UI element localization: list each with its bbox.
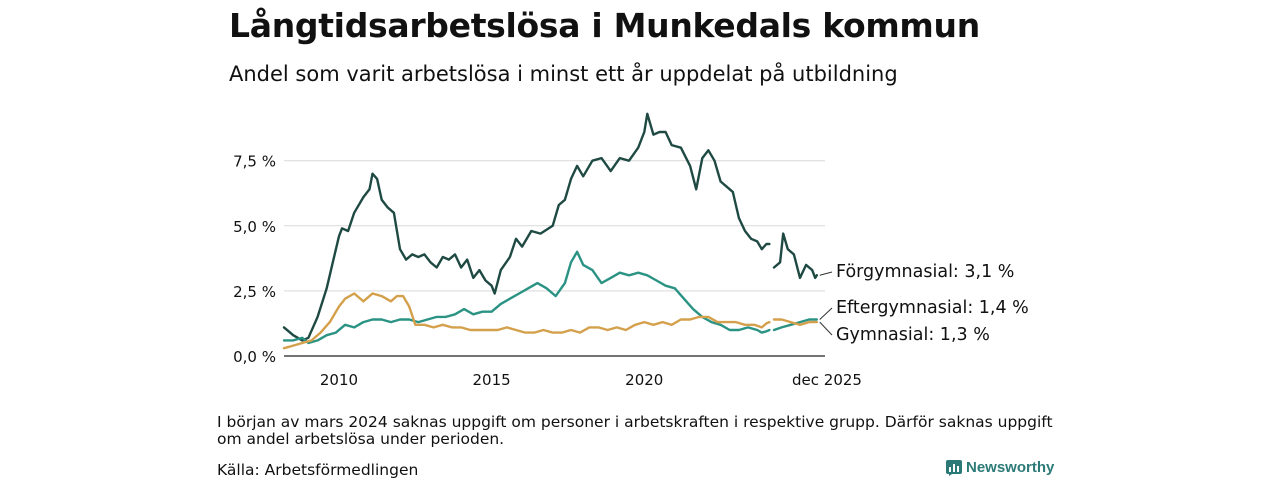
y-tick-label: 0,0 % <box>233 348 276 366</box>
series-line-förgymnasial <box>772 232 818 280</box>
series-label-gymnasial: Gymnasial: 1,3 % <box>836 325 990 345</box>
y-tick-label: 5,0 % <box>233 218 276 236</box>
line-chart: 0,0 % 2,5 % 5,0 % 7,5 % 2010 2015 2020 dec 202… <box>233 112 1029 389</box>
series-lines <box>282 112 818 350</box>
x-axis-ticks: 2010 2015 2020 dec 2025 <box>320 371 862 389</box>
series-line-gymnasial <box>772 318 818 326</box>
x-tick-label: 2020 <box>625 371 663 389</box>
series-label-eftergymnasial: Eftergymnasial: 1,4 % <box>836 298 1029 318</box>
x-tick-label: 2010 <box>320 371 358 389</box>
series-label-förgymnasial: Förgymnasial: 3,1 % <box>836 262 1014 282</box>
chart-subtitle: Andel som varit arbetslösa i minst ett å… <box>229 62 898 86</box>
series-line-eftergymnasial <box>282 250 771 345</box>
chart-title: Långtidsarbetslösa i Munkedals kommun <box>229 6 980 45</box>
label-connector <box>819 321 833 336</box>
y-tick-label: 7,5 % <box>233 153 276 171</box>
y-tick-label: 2,5 % <box>233 283 276 301</box>
label-connector <box>819 307 833 320</box>
series-labels: Förgymnasial: 3,1 % Eftergymnasial: 1,4 %… <box>819 262 1029 345</box>
y-axis-ticks: 0,0 % 2,5 % 5,0 % 7,5 % <box>233 153 276 366</box>
grid-lines <box>284 160 825 357</box>
bar-chart-icon <box>946 459 962 476</box>
footnote: I början av mars 2024 saknas uppgift om … <box>217 413 1053 448</box>
series-line-gymnasial <box>282 292 771 350</box>
brand-name: Newsworthy <box>966 459 1055 476</box>
x-tick-label: 2015 <box>473 371 511 389</box>
source-text: Källa: Arbetsförmedlingen <box>217 461 419 479</box>
brand-logo: Newsworthy <box>946 459 1054 476</box>
series-line-förgymnasial <box>282 112 771 342</box>
x-tick-label: dec 2025 <box>792 371 862 389</box>
label-connector <box>819 271 833 276</box>
